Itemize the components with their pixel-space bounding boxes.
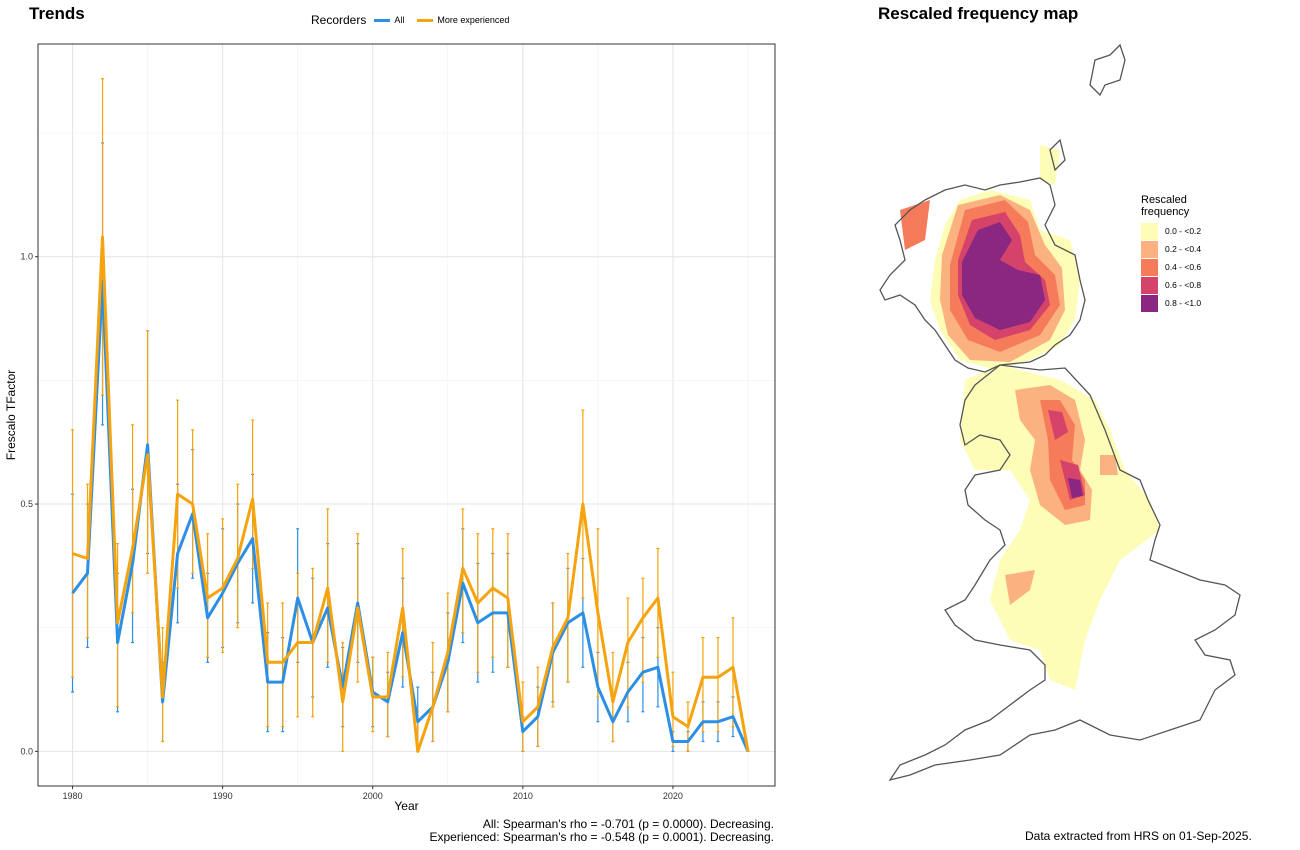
legend-label-all: All	[394, 15, 405, 25]
map-legend-label: 0.4 - <0.6	[1165, 262, 1202, 272]
error-bar-experienced	[431, 641, 435, 743]
x-tick-label: 2010	[513, 791, 533, 801]
trends-chart: 1980 1990 2000 2010 2020 0.0 0.5 1.0 Year Frescal…	[4, 43, 776, 813]
error-bar-experienced	[716, 636, 720, 733]
map-legend-item: 0.0 - <0.2	[1141, 222, 1201, 240]
error-bar-experienced	[626, 597, 630, 708]
legend-label-experienced: More experienced	[437, 15, 510, 25]
error-bar-experienced	[491, 528, 495, 658]
legend-title: Recorders	[311, 13, 367, 27]
plot-panel-border	[37, 43, 776, 787]
map-legend-swatch	[1141, 240, 1158, 258]
y-tick-label: 0.5	[20, 499, 33, 509]
axes: 1980 1990 2000 2010 2020 0.0 0.5 1.0 Year Frescal…	[4, 252, 683, 813]
map-legend-item: 0.8 - <1.0	[1141, 294, 1201, 312]
map-legend-swatch	[1141, 258, 1158, 276]
y-axis-label: Frescalo TFactor	[4, 370, 18, 460]
trends-title: Trends	[29, 4, 85, 23]
map-legend-label: 0.0 - <0.2	[1165, 226, 1202, 236]
map-legend-item: 0.6 - <0.8	[1141, 276, 1201, 294]
map-legend-item: 0.4 - <0.6	[1141, 258, 1201, 276]
chart-grid	[38, 44, 775, 786]
chart-legend: Recorders All More experienced	[311, 12, 519, 28]
map-legend-item: 0.2 - <0.4	[1141, 240, 1201, 258]
error-bars	[71, 78, 750, 752]
map-legend-swatch	[1141, 276, 1158, 294]
frequency-map	[879, 43, 1241, 782]
x-tick-label: 1980	[63, 791, 83, 801]
map-legend-label: 0.8 - <1.0	[1165, 298, 1202, 308]
data-source-note: Data extracted from HRS on 01-Sep-2025.	[1025, 829, 1252, 843]
stat-experienced: Experienced: Spearman's rho = -0.548 (p …	[429, 830, 775, 844]
series-line-experienced	[72, 235, 750, 753]
error-bar-experienced	[281, 602, 285, 728]
map-title: Rescaled frequency map	[878, 4, 1079, 23]
map-legend: Rescaled frequency 0.0 - <0.2 0.2 - <0.4 0…	[1141, 194, 1201, 312]
error-bar-experienced	[701, 636, 705, 733]
series-lines	[71, 235, 750, 753]
map-fill-max	[962, 222, 1083, 498]
error-bar-experienced	[191, 429, 195, 574]
error-bar-experienced	[326, 508, 330, 663]
legend-swatch-all	[374, 18, 391, 22]
map-outline	[879, 43, 1241, 782]
map-legend-label: 0.2 - <0.4	[1165, 244, 1202, 254]
error-bar-experienced	[641, 577, 645, 683]
map-legend-swatch	[1141, 222, 1158, 240]
map-legend-title: Rescaled frequency	[1141, 194, 1190, 218]
stat-all: All: Spearman's rho = -0.701 (p = 0.0000…	[482, 817, 774, 831]
x-axis-label: Year	[394, 799, 418, 813]
map-legend-label: 0.6 - <0.8	[1165, 280, 1202, 290]
x-tick-label: 2000	[363, 791, 383, 801]
x-tick-label: 2020	[663, 791, 683, 801]
y-tick-label: 0.0	[20, 746, 33, 756]
y-tick-label: 1.0	[20, 252, 33, 262]
error-bar-experienced	[131, 424, 135, 614]
map-legend-swatch	[1141, 294, 1158, 312]
error-bar-experienced	[266, 602, 270, 728]
legend-swatch-experienced	[417, 18, 434, 22]
x-tick-label: 1990	[213, 791, 233, 801]
